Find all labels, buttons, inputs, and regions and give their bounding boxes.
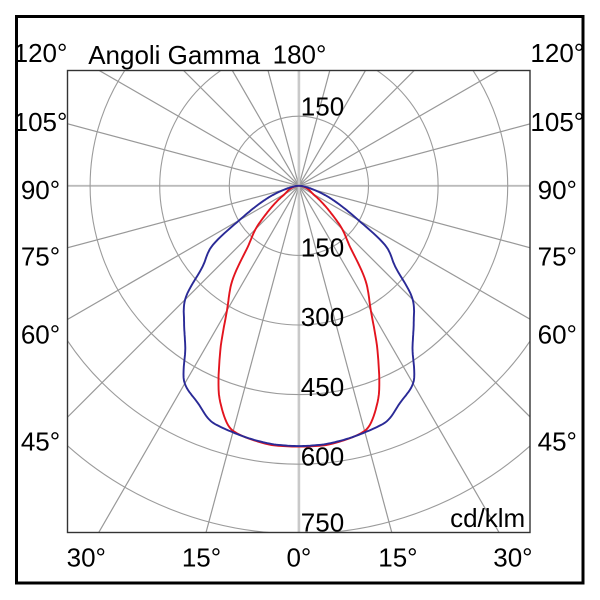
svg-text:Angoli Gamma: Angoli Gamma [88, 40, 260, 70]
svg-text:300: 300 [301, 302, 344, 332]
svg-text:90°: 90° [21, 175, 60, 205]
svg-text:45°: 45° [538, 427, 577, 457]
svg-text:30°: 30° [67, 543, 106, 573]
svg-text:30°: 30° [493, 543, 532, 573]
svg-text:150: 150 [301, 232, 344, 262]
svg-text:45°: 45° [21, 427, 60, 457]
svg-text:180°: 180° [273, 40, 327, 70]
svg-text:450: 450 [301, 372, 344, 402]
svg-text:120°: 120° [14, 38, 68, 68]
svg-text:75°: 75° [21, 241, 60, 271]
svg-text:cd/klm: cd/klm [450, 503, 525, 533]
svg-text:60°: 60° [21, 320, 60, 350]
svg-text:75°: 75° [538, 241, 577, 271]
svg-text:15°: 15° [378, 543, 417, 573]
svg-text:120°: 120° [530, 38, 584, 68]
svg-text:15°: 15° [182, 543, 221, 573]
svg-text:60°: 60° [538, 320, 577, 350]
svg-text:0°: 0° [286, 543, 311, 573]
svg-text:90°: 90° [538, 175, 577, 205]
svg-text:750: 750 [301, 508, 344, 538]
svg-text:105°: 105° [14, 107, 68, 137]
svg-text:150: 150 [301, 92, 344, 122]
svg-text:105°: 105° [530, 107, 584, 137]
